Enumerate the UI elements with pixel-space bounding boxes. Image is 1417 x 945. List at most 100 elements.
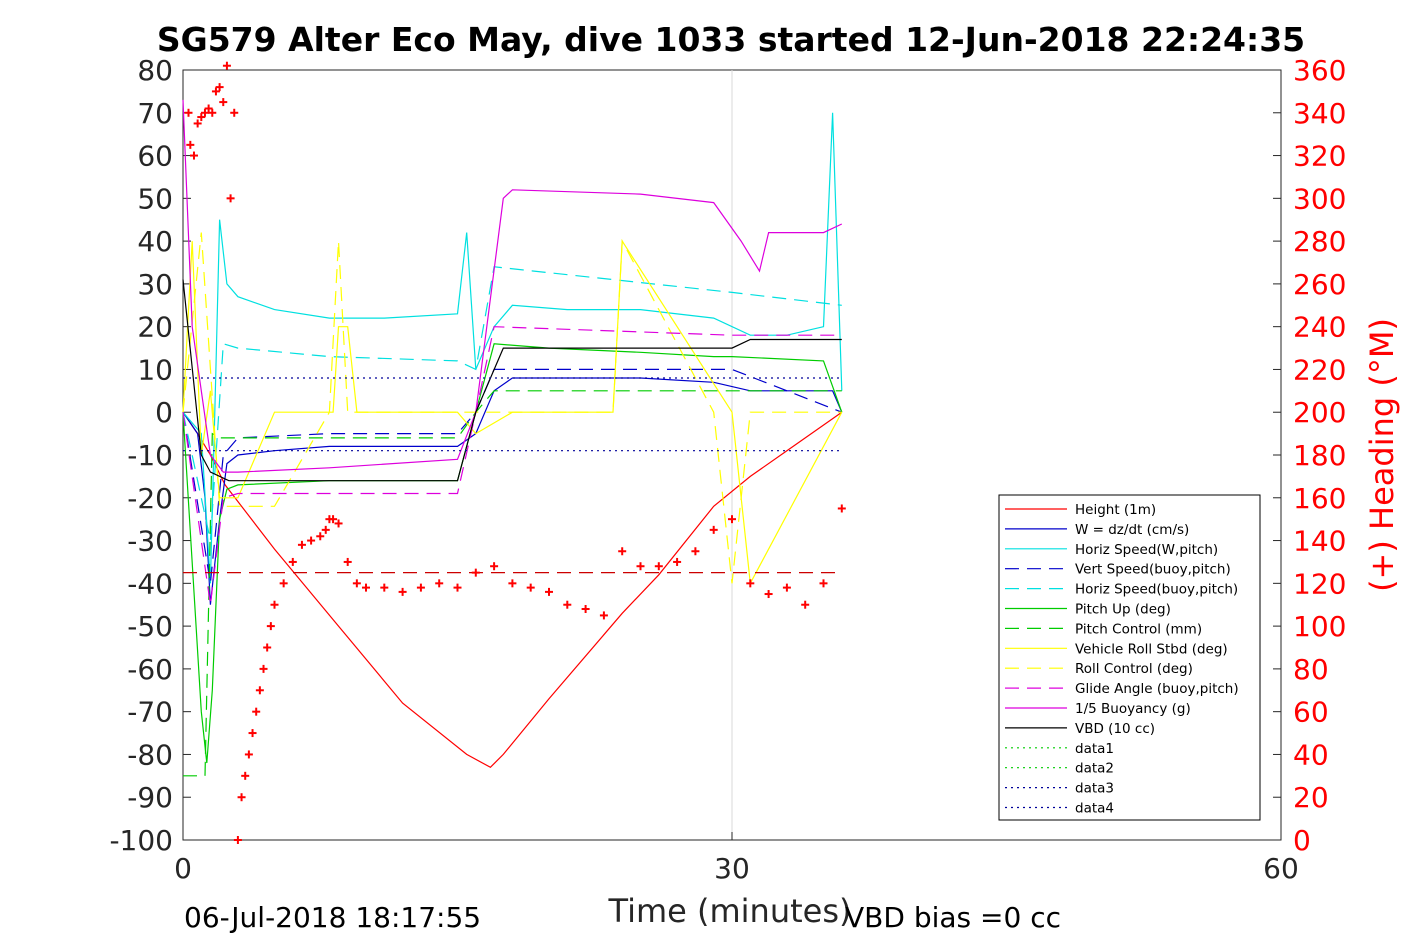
footer-date: 06-Jul-2018 18:17:55 [184,901,481,934]
left-tick-label: -90 [127,781,173,814]
right-tick-label: 60 [1293,696,1329,729]
heading-point [222,61,231,70]
legend-label: data4 [1075,801,1114,817]
legend-label: Height (1m) [1075,502,1156,518]
right-tick-label: 160 [1293,482,1346,515]
heading-point [279,579,288,588]
heading-markers [184,61,846,844]
heading-point [215,83,224,92]
heading-point [204,104,213,113]
heading-point [219,98,228,107]
left-tick-label: 70 [137,97,173,130]
right-tick-label: 120 [1293,567,1346,600]
heading-point [200,108,209,117]
heading-point [819,579,828,588]
heading-point [259,664,268,673]
heading-point [673,557,682,566]
right-tick-label: 220 [1293,353,1346,386]
legend-entry: VBD (10 cc) [1005,721,1155,737]
left-tick-label: 50 [137,182,173,215]
heading-point [263,643,272,652]
left-tick-label: -50 [127,610,173,643]
legend-entry: Pitch Up (deg) [1005,602,1171,618]
legend-entry: Horiz Speed(W,pitch) [1005,542,1218,558]
heading-point [297,540,306,549]
heading-point [334,519,343,528]
x-tick-label: 0 [174,852,192,885]
legend-entry: Height (1m) [1005,502,1156,518]
footer-vbd-bias: VBD bias =0 cc [845,901,1061,934]
right-tick-label: 100 [1293,610,1346,643]
right-tick-label: 80 [1293,653,1329,686]
legend-label: Horiz Speed(buoy,pitch) [1075,582,1238,598]
left-tick-label: -100 [109,824,173,857]
legend-label: 1/5 Buoyancy (g) [1075,701,1191,717]
legend-label: Pitch Up (deg) [1075,602,1171,618]
heading-point [189,151,198,160]
left-tick-label: -70 [127,696,173,729]
legend-entry: data3 [1005,781,1114,797]
legend-label: Vehicle Roll Stbd (deg) [1075,641,1228,657]
legend-label: VBD (10 cc) [1075,721,1155,737]
left-tick-label: -20 [127,482,173,515]
legend-label: Horiz Speed(W,pitch) [1075,542,1218,558]
series-lines [182,99,843,777]
heading-point [508,579,517,588]
heading-point [329,515,338,524]
legend-entry: data4 [1005,801,1114,817]
left-tick-label: 30 [137,268,173,301]
legend-label: W = dz/dt (cm/s) [1075,522,1189,538]
legend-label: data2 [1075,761,1114,777]
legend-entry: Pitch Control (mm) [1005,621,1202,637]
left-tick-label: -80 [127,738,173,771]
heading-point [230,108,239,117]
heading-point [691,547,700,556]
heading-point [581,605,590,613]
heading-point [398,587,407,596]
heading-point [266,622,275,631]
right-tick-label: 320 [1293,140,1346,173]
series-vert-speed-buoy-pitch [182,368,843,584]
legend-entry: Glide Angle (buoy,pitch) [1005,681,1239,697]
series-vbd-10-cc [182,279,842,482]
heading-point [186,140,195,149]
legend-label: data3 [1075,781,1114,797]
heading-point [288,557,297,566]
heading-point [307,536,316,545]
series-horiz-speed-buoy-pitch [182,266,842,541]
heading-point [237,793,246,802]
chart-title: SG579 Alter Eco May, dive 1033 started 1… [157,20,1305,59]
heading-point [380,583,389,592]
right-tick-label: 260 [1293,268,1346,301]
x-tick-label: 60 [1263,852,1299,885]
right-tick-label: 340 [1293,97,1346,130]
right-y-axis-label: (+) Heading (°M) [1363,318,1401,592]
heading-point [545,587,553,596]
left-tick-label: -60 [127,653,173,686]
legend-entry: Vehicle Roll Stbd (deg) [1005,641,1228,657]
heading-point [782,583,791,592]
heading-point [255,686,264,695]
left-tick-label: -40 [127,567,173,600]
left-tick-label: -10 [127,439,173,472]
x-axis-label: Time (minutes) [608,892,852,930]
heading-point [599,611,608,620]
legend-label: Glide Angle (buoy,pitch) [1075,681,1239,697]
heading-point [490,562,499,571]
heading-point [248,729,257,738]
legend-entry: Horiz Speed(buoy,pitch) [1005,582,1238,598]
right-tick-label: 300 [1293,182,1346,215]
heading-point [352,579,361,588]
heading-point [453,583,462,592]
heading-point [233,836,242,844]
heading-point [316,532,325,541]
heading-point [618,547,627,556]
right-tick-label: 240 [1293,311,1346,344]
right-tick-label: 140 [1293,525,1346,558]
heading-point [270,600,279,609]
legend-entry: 1/5 Buoyancy (g) [1005,701,1191,717]
heading-point [184,108,193,117]
heading-point [343,557,352,566]
heading-point [764,590,773,599]
